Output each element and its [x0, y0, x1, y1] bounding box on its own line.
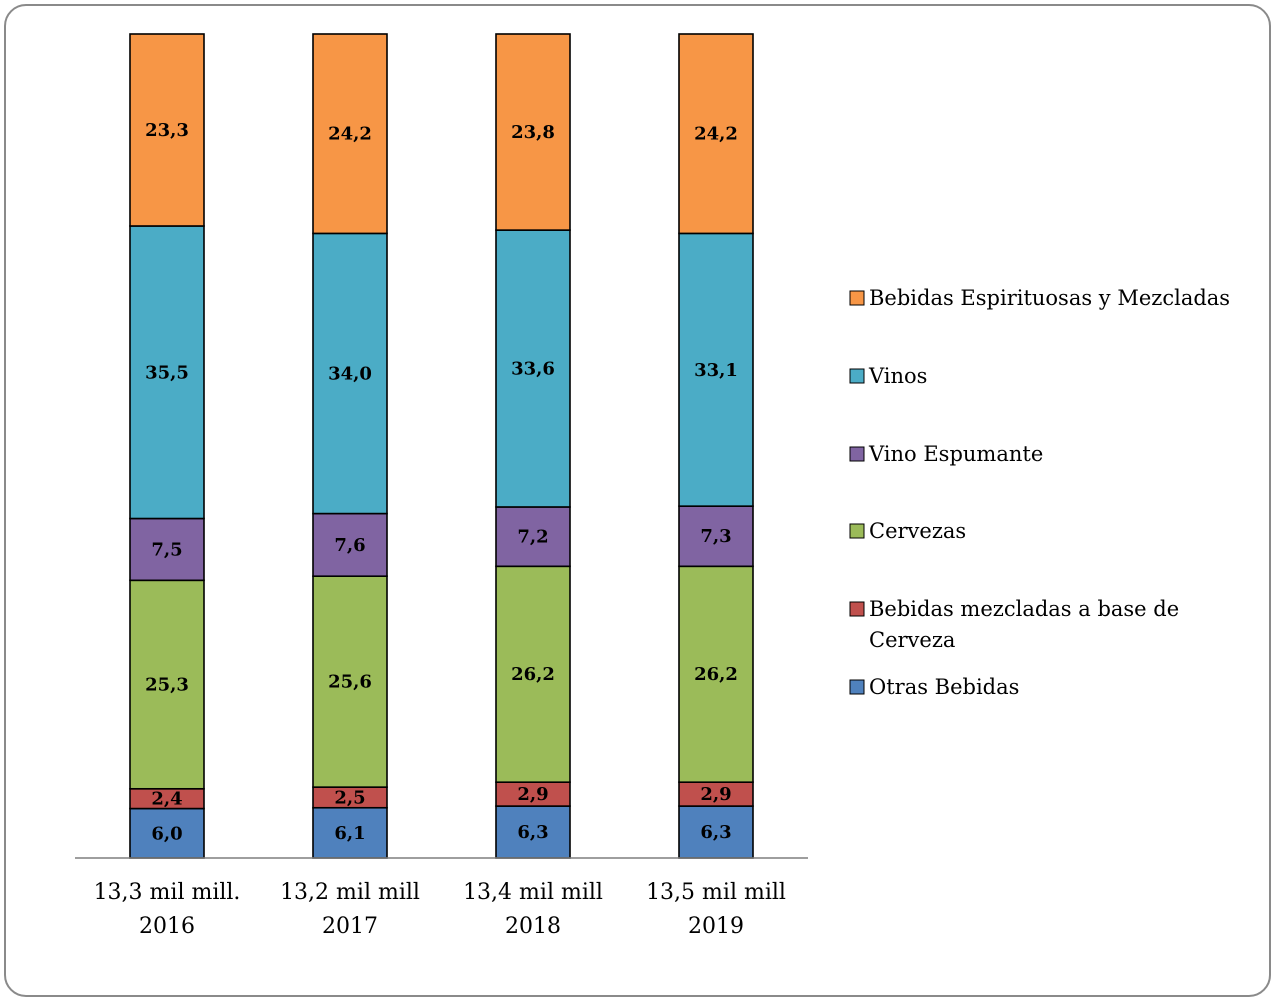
data-label: 6,3	[700, 822, 731, 843]
bar-segment	[129, 579, 205, 790]
bar-segment	[312, 806, 388, 859]
data-label: 25,3	[145, 675, 189, 696]
x-tick-label: 13,3 mil mill.	[94, 880, 241, 905]
bar-segment	[678, 565, 754, 783]
legend-swatch	[849, 446, 865, 462]
bar-segment	[678, 33, 754, 235]
legend-swatch	[849, 368, 865, 384]
legend-label: Otras Bebidas	[869, 675, 1019, 699]
data-label: 7,2	[517, 527, 548, 548]
data-label: 33,1	[694, 360, 738, 381]
bar-segment	[495, 506, 571, 568]
bar-segment	[678, 805, 754, 859]
data-label: 26,2	[511, 664, 555, 685]
chart-frame	[4, 4, 1271, 997]
x-tick-label: 13,4 mil mill	[463, 880, 603, 905]
data-label: 2,9	[700, 784, 731, 805]
bar-segment	[129, 807, 205, 859]
bar-segment	[678, 505, 754, 568]
bar-segment	[312, 33, 388, 235]
x-tick-label-year: 2019	[688, 914, 744, 939]
x-tick-label-year: 2016	[139, 914, 195, 939]
bar-stack-2018: 6,3 2,9 26,2 7,2 33,6 23,8	[495, 33, 571, 859]
data-label: 34,0	[328, 363, 372, 384]
data-label: 26,2	[694, 664, 738, 685]
data-label: 2,5	[334, 787, 365, 808]
legend-swatch	[849, 679, 865, 695]
data-label: 23,8	[511, 122, 555, 143]
bar-segment	[495, 229, 571, 508]
x-tick-label-year: 2017	[322, 914, 378, 939]
legend-item: Vinos	[849, 364, 927, 388]
legend-item: Otras Bebidas	[849, 675, 1019, 699]
data-label: 6,3	[517, 822, 548, 843]
data-label: 7,6	[334, 535, 365, 556]
data-label: 25,6	[328, 672, 372, 693]
bar-stack-2017: 6,1 2,5 25,6 7,6 34,0 24,2	[312, 33, 388, 859]
data-label: 23,3	[145, 120, 189, 141]
legend-swatch	[849, 290, 865, 306]
legend-label: Vinos	[868, 364, 927, 388]
data-label: 6,0	[151, 823, 182, 844]
bar-segment	[678, 232, 754, 507]
legend-swatch	[849, 601, 865, 617]
legend-item: Cervezas	[849, 519, 966, 543]
bar-segment	[129, 517, 205, 582]
legend-item: Bebidas Espirituosas y Mezcladas	[849, 286, 1230, 310]
x-tick-label: 13,5 mil mill	[646, 880, 786, 905]
x-tick-label: 13,2 mil mill	[280, 880, 420, 905]
legend-item: Bebidas mezcladas a base de Cerveza	[849, 597, 1179, 652]
data-label: 24,2	[694, 124, 738, 145]
data-label: 6,1	[334, 823, 365, 844]
bar-stack-2019: 6,3 2,9 26,2 7,3 33,1 24,2	[678, 33, 754, 859]
bar-segment	[312, 575, 388, 788]
data-label: 33,6	[511, 359, 555, 380]
data-label: 7,5	[151, 539, 182, 560]
bar-segment	[495, 565, 571, 783]
bar-segment	[495, 33, 571, 231]
bar-segment	[129, 33, 205, 227]
bar-segment	[129, 225, 205, 520]
data-label: 35,5	[145, 362, 189, 383]
data-label: 24,2	[328, 124, 372, 145]
data-label: 2,4	[151, 789, 182, 810]
legend-label: Bebidas mezcladas a base de Cerveza	[869, 597, 1179, 652]
legend-item: Vino Espumante	[849, 442, 1043, 466]
x-tick-label-year: 2018	[505, 914, 561, 939]
data-label: 7,3	[700, 526, 731, 547]
bar-segment	[312, 232, 388, 515]
legend-swatch	[849, 523, 865, 539]
data-label: 2,9	[517, 784, 548, 805]
bar-stack-2016: 6,0 2,4 25,3 7,5 35,5 23,3	[129, 33, 205, 859]
legend-label: Bebidas Espirituosas y Mezcladas	[869, 286, 1230, 310]
legend-label: Vino Espumante	[868, 442, 1043, 466]
legend-label: Cervezas	[869, 519, 966, 543]
